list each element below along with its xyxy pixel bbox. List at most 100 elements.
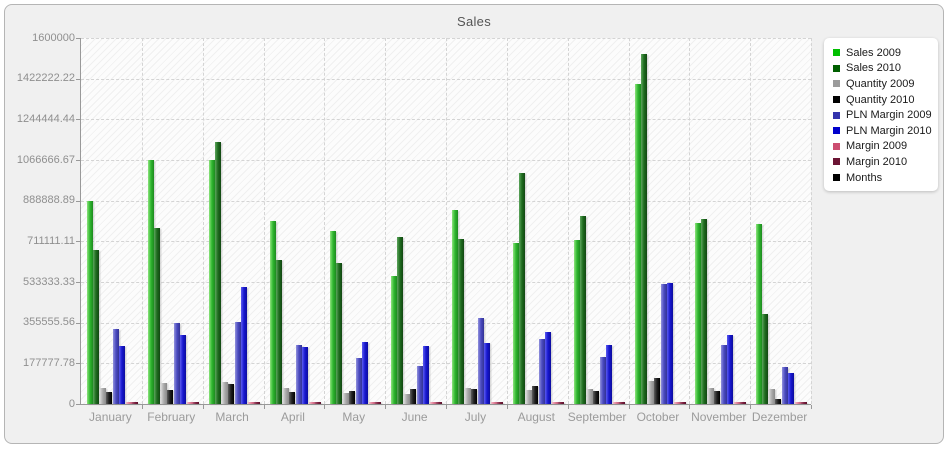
bar[interactable]: [356, 358, 363, 404]
bar[interactable]: [788, 373, 795, 404]
bar[interactable]: [369, 401, 376, 404]
bar[interactable]: [404, 393, 411, 404]
bar[interactable]: [186, 401, 193, 404]
bar[interactable]: [458, 239, 464, 404]
bar[interactable]: [397, 237, 404, 404]
bar[interactable]: [647, 381, 654, 404]
bar[interactable]: [227, 383, 234, 404]
bar[interactable]: [343, 393, 350, 404]
bar[interactable]: [147, 160, 154, 404]
bar[interactable]: [330, 231, 337, 404]
bar[interactable]: [240, 287, 247, 404]
bar[interactable]: [612, 401, 619, 404]
bar[interactable]: [253, 402, 260, 404]
bar[interactable]: [160, 383, 167, 404]
bar[interactable]: [573, 240, 580, 404]
bar[interactable]: [579, 216, 586, 404]
bar[interactable]: [531, 386, 538, 404]
bar[interactable]: [166, 390, 173, 404]
bar[interactable]: [592, 390, 599, 404]
bar[interactable]: [782, 367, 789, 404]
bar[interactable]: [465, 388, 471, 404]
bar[interactable]: [634, 83, 641, 404]
bar[interactable]: [478, 318, 484, 404]
bar[interactable]: [740, 402, 747, 404]
bar[interactable]: [599, 357, 606, 404]
bar[interactable]: [113, 328, 119, 404]
bar[interactable]: [275, 259, 282, 404]
bar[interactable]: [695, 223, 702, 404]
bar[interactable]: [100, 388, 106, 404]
bar[interactable]: [391, 275, 398, 404]
bar[interactable]: [525, 390, 532, 404]
bar[interactable]: [679, 402, 686, 404]
bar[interactable]: [314, 402, 321, 404]
bar[interactable]: [727, 335, 734, 404]
bar[interactable]: [660, 283, 667, 404]
bar[interactable]: [769, 389, 776, 404]
bar[interactable]: [497, 402, 503, 404]
bar[interactable]: [551, 401, 558, 404]
bar[interactable]: [153, 227, 160, 404]
bar[interactable]: [653, 377, 660, 404]
bar[interactable]: [775, 398, 782, 404]
bar[interactable]: [544, 331, 551, 404]
bar[interactable]: [349, 390, 356, 404]
bar[interactable]: [673, 401, 680, 404]
bar[interactable]: [106, 392, 112, 404]
bar[interactable]: [666, 282, 673, 404]
bar[interactable]: [436, 402, 443, 404]
bar[interactable]: [132, 402, 138, 404]
bar[interactable]: [221, 382, 228, 404]
bar[interactable]: [93, 249, 99, 404]
bar[interactable]: [282, 388, 289, 404]
bar[interactable]: [484, 343, 490, 404]
bar[interactable]: [605, 344, 612, 404]
bar[interactable]: [295, 344, 302, 404]
bar-group: [629, 38, 690, 404]
bar[interactable]: [247, 401, 254, 404]
bar[interactable]: [214, 142, 221, 404]
bar[interactable]: [471, 389, 477, 404]
bar[interactable]: [714, 390, 721, 404]
bar[interactable]: [126, 401, 132, 404]
bar[interactable]: [362, 342, 369, 404]
bar[interactable]: [557, 402, 564, 404]
bar[interactable]: [491, 401, 497, 404]
bar[interactable]: [192, 402, 199, 404]
bar[interactable]: [708, 388, 715, 404]
bar[interactable]: [538, 338, 545, 404]
y-tick: [76, 119, 80, 121]
bar[interactable]: [269, 221, 276, 404]
bar[interactable]: [301, 346, 308, 404]
bar[interactable]: [87, 200, 93, 404]
bar[interactable]: [288, 392, 295, 404]
bar[interactable]: [430, 401, 437, 404]
bar[interactable]: [756, 224, 763, 404]
bar[interactable]: [179, 335, 186, 404]
legend-item: PLN Margin 2009: [833, 107, 934, 123]
bar[interactable]: [308, 401, 315, 404]
bar[interactable]: [795, 401, 802, 404]
bar[interactable]: [375, 402, 382, 404]
bar[interactable]: [762, 313, 769, 404]
bar[interactable]: [208, 160, 215, 404]
bar[interactable]: [119, 345, 125, 404]
bar[interactable]: [701, 218, 708, 404]
bar[interactable]: [336, 263, 343, 404]
bar[interactable]: [234, 322, 241, 404]
bar[interactable]: [410, 389, 417, 404]
bar[interactable]: [640, 54, 647, 404]
bar[interactable]: [518, 172, 525, 404]
bar[interactable]: [173, 322, 180, 404]
x-axis-month-label: Dezember: [751, 410, 808, 424]
bar[interactable]: [512, 242, 519, 404]
bar[interactable]: [618, 402, 625, 404]
bar[interactable]: [452, 209, 458, 404]
bar[interactable]: [423, 345, 430, 404]
bar[interactable]: [721, 344, 728, 404]
bar[interactable]: [734, 401, 741, 404]
bar[interactable]: [417, 366, 424, 404]
bar[interactable]: [801, 402, 808, 404]
bar[interactable]: [586, 389, 593, 404]
